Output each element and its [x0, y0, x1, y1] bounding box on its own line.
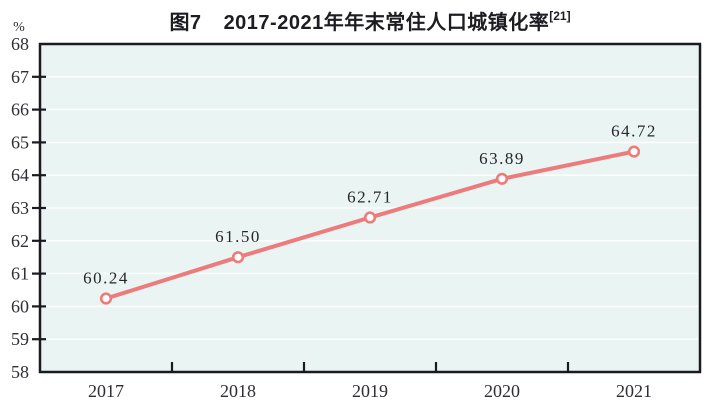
y-axis-label: 60: [11, 296, 29, 316]
data-point: [495, 172, 509, 185]
x-axis-label: 2018: [220, 381, 256, 401]
y-axis-label: 58: [11, 362, 29, 382]
x-axis-label: 2021: [616, 381, 652, 401]
figure-number: 图7: [169, 12, 202, 34]
data-label: 63.89: [479, 149, 525, 168]
data-point: [363, 211, 377, 224]
data-label: 64.72: [611, 122, 657, 141]
plot-border: [38, 42, 702, 374]
y-axis-label: 67: [11, 67, 29, 87]
footnote-ref: [21]: [549, 9, 571, 24]
y-axis-label: 63: [11, 198, 29, 218]
y-axis-label: 66: [11, 100, 29, 120]
data-point: [99, 292, 113, 305]
x-axis-label: 2020: [484, 381, 520, 401]
y-axis-label: 68: [11, 34, 29, 54]
y-axis-label: 61: [11, 264, 29, 284]
y-axis-label: 62: [11, 231, 29, 251]
data-label: 60.24: [83, 269, 129, 288]
data-label: 62.71: [347, 188, 393, 207]
y-axis-label: 65: [11, 132, 29, 152]
data-point: [231, 251, 245, 264]
y-axis-label: 59: [11, 329, 29, 349]
y-axis-unit-label: %: [13, 20, 25, 35]
chart-title: 图7 2017-2021年年末常住人口城镇化率[21]: [20, 6, 720, 35]
x-axis-label: 2019: [352, 381, 388, 401]
x-axis-label: 2017: [88, 381, 124, 401]
data-point: [627, 145, 641, 158]
y-axis-label: 64: [11, 165, 29, 185]
figure-title-text: 2017-2021年年末常住人口城镇化率: [223, 12, 550, 34]
data-label: 61.50: [215, 227, 261, 246]
